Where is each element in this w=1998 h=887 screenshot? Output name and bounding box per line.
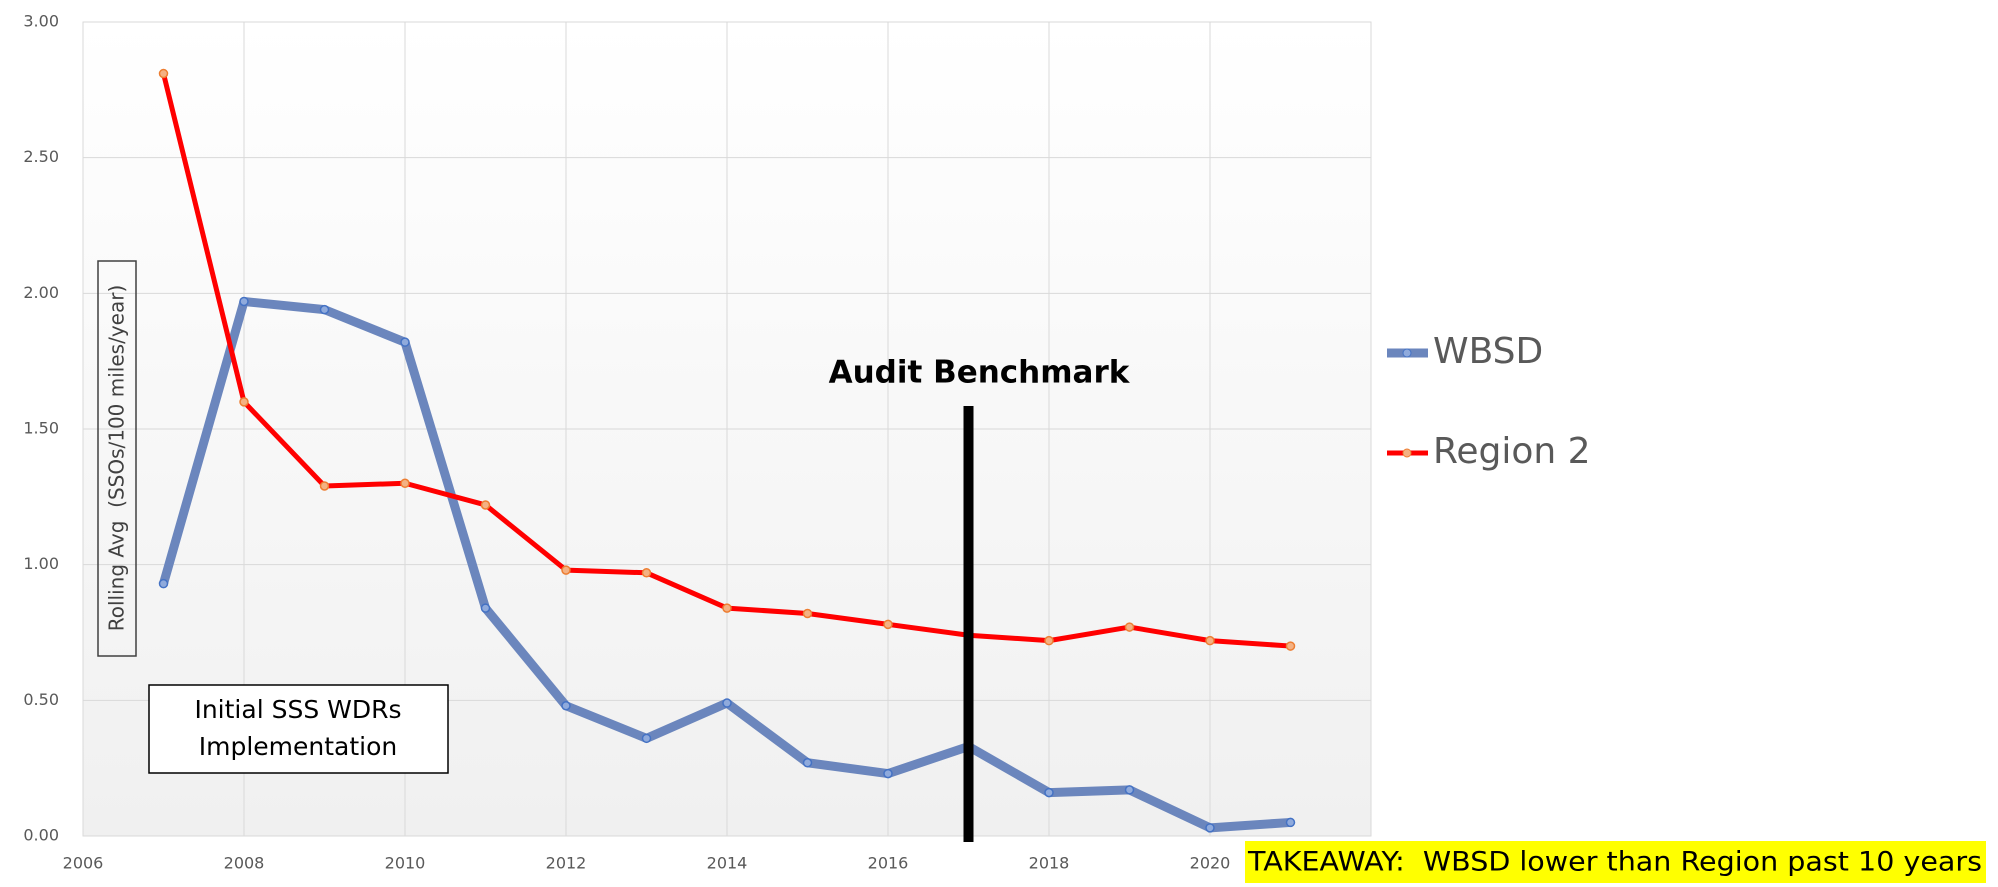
point [802,757,813,768]
point [1205,823,1215,833]
point [722,603,732,613]
legend-label: WBSD [1433,331,1543,372]
y-tick-label: 2.00 [23,283,59,302]
point [480,500,491,510]
y-label-box [97,260,137,657]
x-tick-label: 2012 [546,854,587,873]
point [1285,817,1296,828]
point [1044,787,1054,798]
x-tick-label: 2016 [868,854,909,873]
y-tick-label: 0.50 [23,690,59,709]
point [561,565,571,575]
point [1044,635,1054,646]
point [1205,635,1215,646]
point [883,619,893,630]
note-text: Initial SSS WDRs [194,695,401,724]
point [400,478,410,489]
y-tick-label: 0.00 [23,826,59,845]
point [1285,641,1296,651]
point [641,568,652,578]
point [722,698,732,708]
x-tick-label: 2010 [385,854,426,873]
x-tick-label: 2018 [1029,854,1070,873]
note-box [148,684,449,774]
point [158,68,169,79]
point [319,481,330,491]
x-tick-label: 2020 [1190,854,1231,873]
point [480,603,491,613]
legend-label: Region 2 [1433,431,1591,472]
legend-marker [1402,448,1412,458]
point [1124,622,1135,632]
legend-marker [1402,348,1412,358]
y-label: Rolling Avg (SSOs/100 miles/year) [105,285,129,632]
y-tick-label: 3.00 [23,12,59,31]
point [802,608,813,619]
benchmark-label: Audit Benchmark [829,355,1131,391]
point [239,296,249,307]
point [319,304,330,315]
point [1124,785,1135,795]
point [883,768,893,779]
point [641,733,652,744]
point [561,701,571,711]
note-text: Implementation [199,732,398,761]
x-tick-label: 2014 [707,854,748,873]
takeaway: TAKEAWAY: WBSD lower than Region past 10… [1247,847,1982,878]
point [239,397,249,407]
y-tick-label: 2.50 [23,147,59,166]
takeaway-highlight [1245,841,1986,883]
x-tick-label: 2006 [63,854,104,873]
y-tick-label: 1.00 [23,554,59,573]
point [158,578,169,589]
y-tick-label: 1.50 [23,419,59,438]
x-tick-label: 2008 [224,854,265,873]
point [400,337,410,347]
